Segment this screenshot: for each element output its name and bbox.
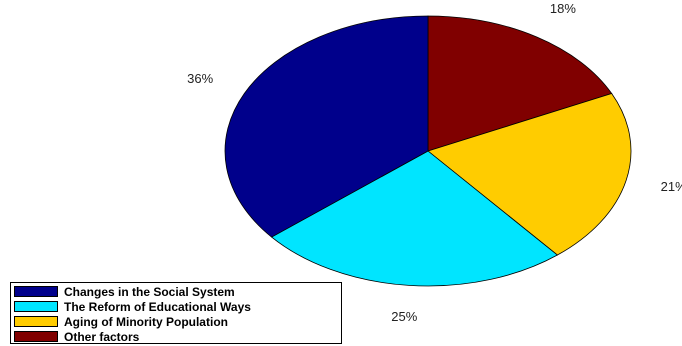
pie-slices: [224, 15, 632, 287]
legend-label: The Reform of Educational Ways: [64, 299, 251, 314]
pie-slice-label: 36%: [187, 71, 213, 86]
legend-label: Other factors: [64, 329, 140, 344]
legend-swatch: [14, 286, 58, 297]
pie-slice: [427, 93, 632, 256]
pie-slice: [427, 15, 613, 152]
legend-item: Aging of Minority Population: [14, 314, 341, 329]
pie-slice: [270, 150, 559, 287]
legend-item: Other factors: [14, 329, 341, 344]
legend-item: Changes in the Social System: [14, 284, 341, 299]
pie-slice-label: 21%: [661, 179, 682, 194]
legend-item: The Reform of Educational Ways: [14, 299, 341, 314]
pie-slice: [224, 15, 429, 238]
pie-slice-label: 18%: [550, 1, 576, 16]
legend-swatch: [14, 316, 58, 327]
legend-label: Aging of Minority Population: [64, 314, 228, 329]
legend: Changes in the Social System The Reform …: [10, 282, 342, 344]
legend-swatch: [14, 331, 58, 342]
legend-swatch: [14, 301, 58, 312]
pie-labels: 18% 21% 25% 36%: [187, 1, 682, 324]
pie-slice-label: 25%: [391, 309, 417, 324]
legend-label: Changes in the Social System: [64, 284, 235, 299]
